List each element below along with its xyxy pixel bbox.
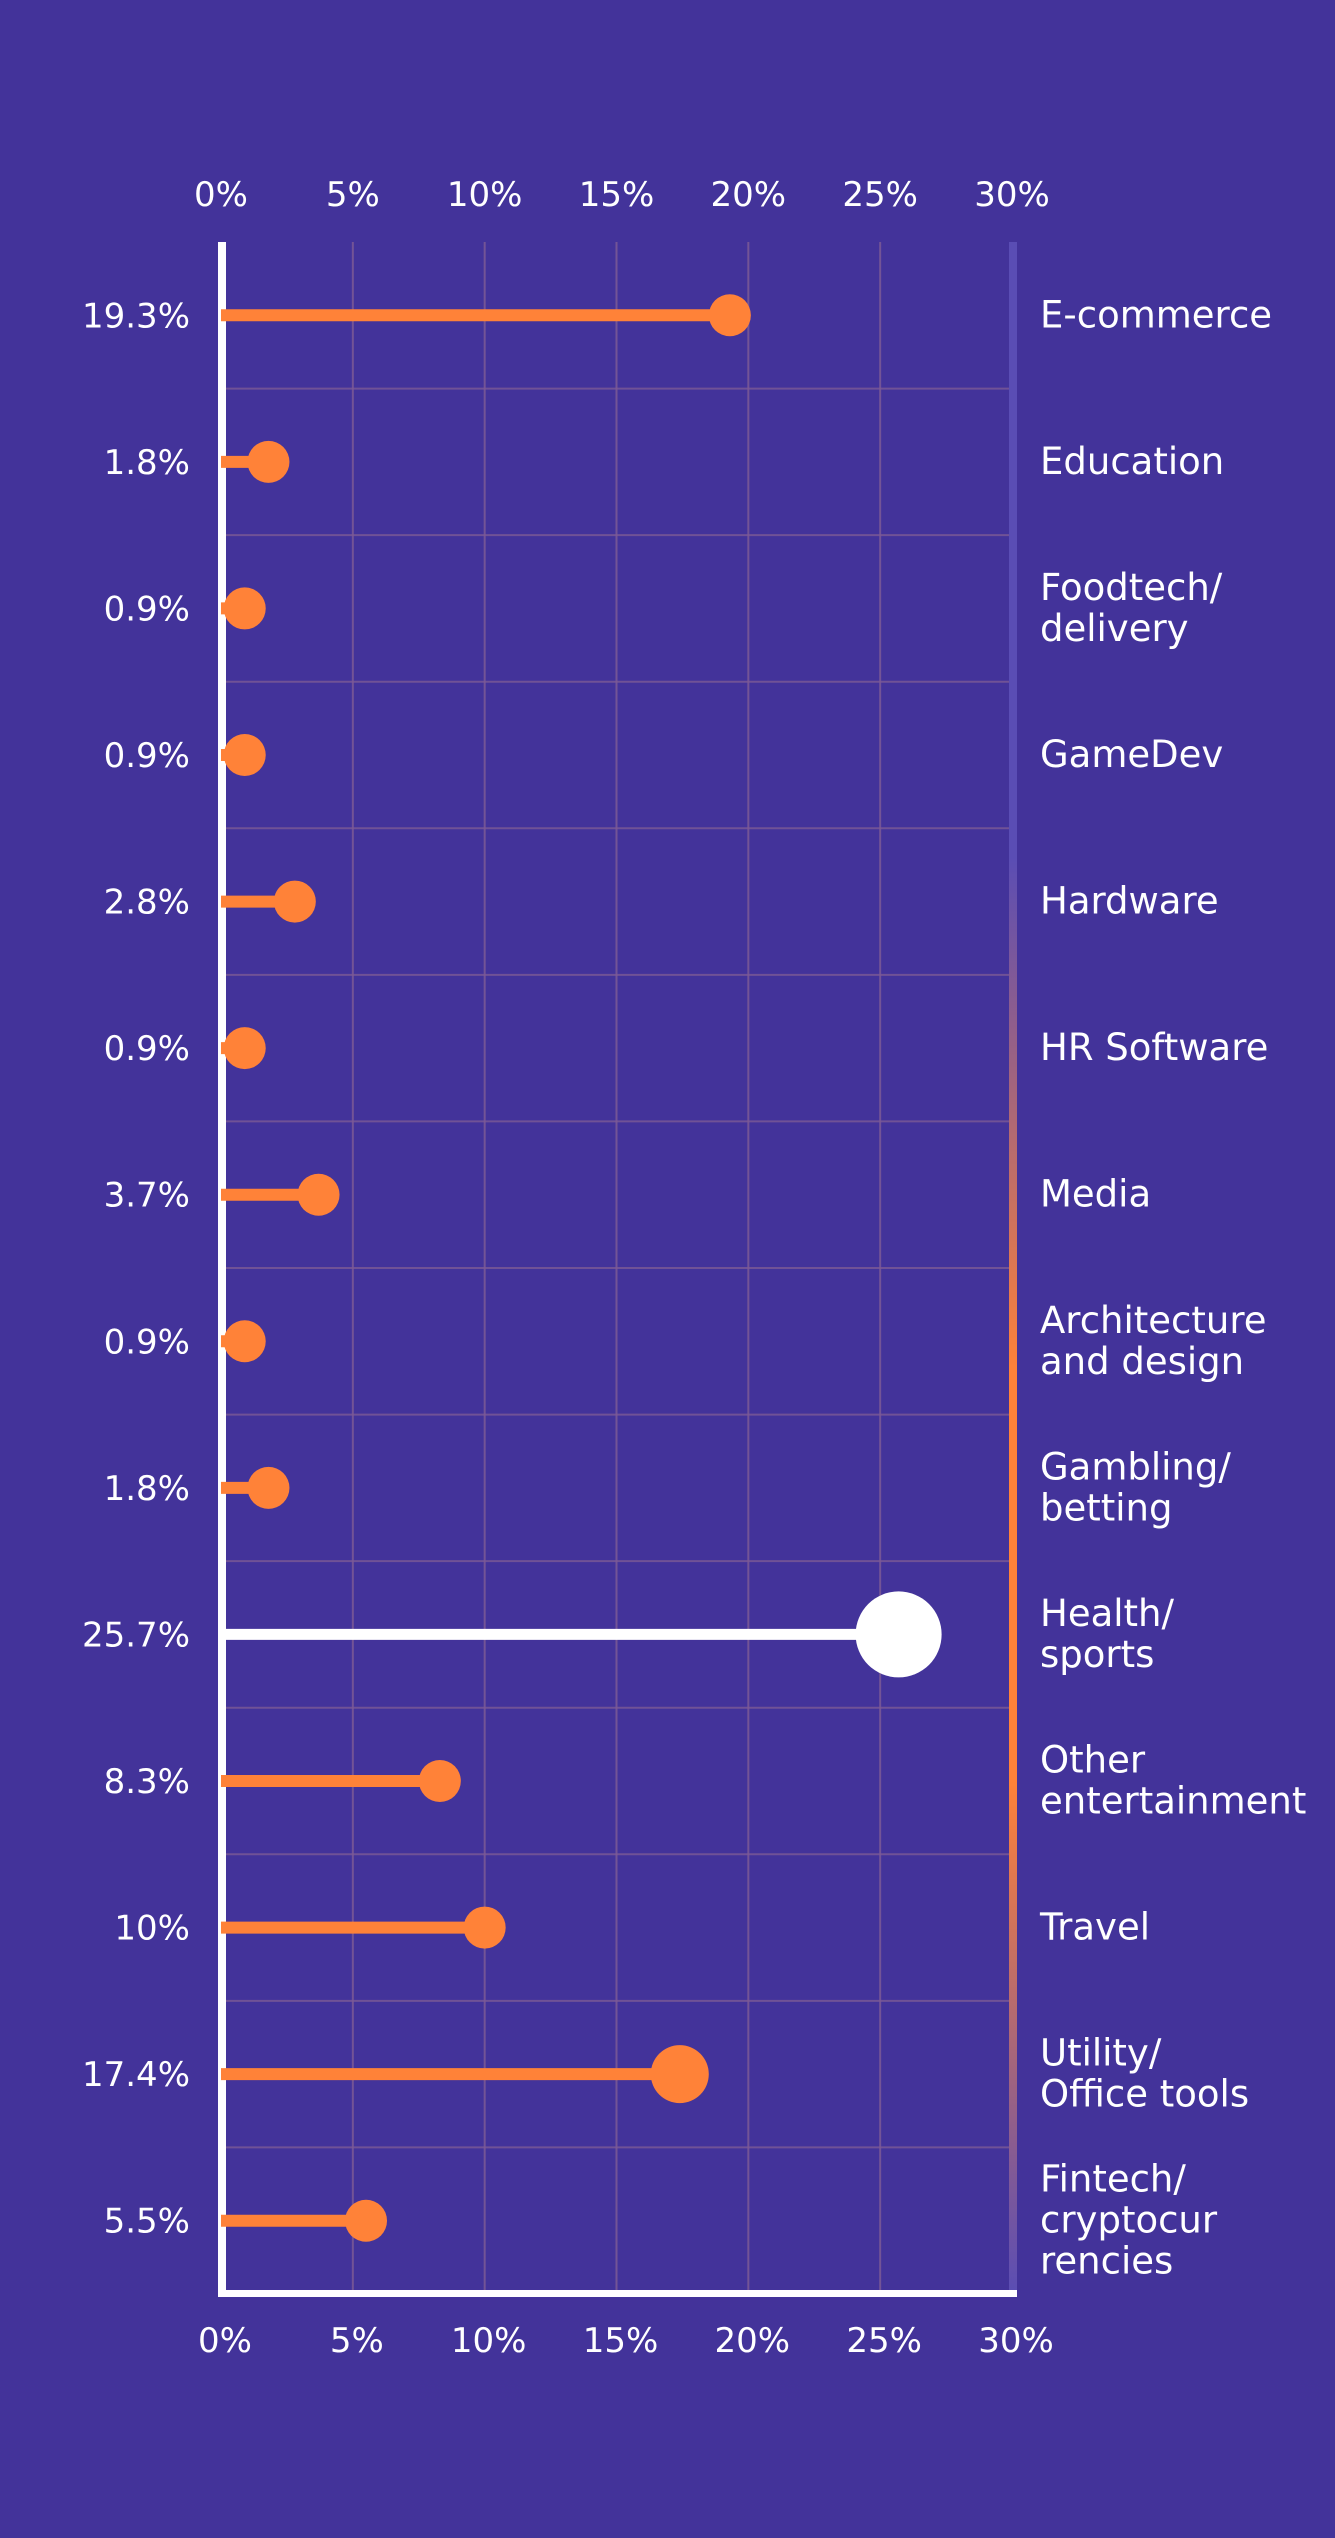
value-label: 0.9%: [104, 1322, 190, 1362]
lollipop-dot: [463, 1906, 506, 1949]
category-label-line: Other: [1040, 1739, 1146, 1782]
lollipop-dot: [708, 294, 751, 337]
category-label-line: and design: [1040, 1340, 1244, 1383]
category-label-line: HR Software: [1040, 1026, 1268, 1069]
category-label-line: Office tools: [1040, 2073, 1249, 2116]
category-label-line: E-commerce: [1040, 293, 1272, 336]
category-label: E-commerce: [1040, 293, 1272, 336]
lollipop-dot: [650, 2045, 709, 2104]
x-tick-label-bottom: 20%: [715, 2321, 791, 2361]
category-label-line: Fintech/: [1040, 2158, 1186, 2201]
category-label: Foodtech/delivery: [1040, 566, 1223, 650]
lollipop-dot: [418, 1760, 461, 1802]
category-label-line: Media: [1040, 1173, 1151, 1216]
lollipop-dot: [297, 1173, 340, 1216]
category-label-line: Utility/: [1040, 2032, 1162, 2075]
category-label-line: delivery: [1040, 607, 1189, 650]
x-tick-label-bottom: 5%: [330, 2321, 384, 2361]
category-label: GameDev: [1040, 733, 1223, 776]
value-label: 8.3%: [104, 1762, 190, 1802]
category-label-line: entertainment: [1040, 1780, 1306, 1823]
lollipop-dot: [273, 880, 316, 923]
x-tick-label-bottom: 0%: [198, 2321, 252, 2361]
category-label-line: Foodtech/: [1040, 566, 1223, 609]
category-label: Health/sports: [1040, 1592, 1174, 1676]
category-label: Other entertainment: [1040, 1739, 1306, 1823]
value-label: 2.8%: [104, 883, 190, 923]
category-label-line: rencies: [1040, 2240, 1173, 2283]
category-label-line: cryptocur: [1040, 2199, 1218, 2242]
x-tick-label-top: 25%: [842, 175, 918, 215]
x-tick-labels: 0% 0% 5% 5% 10% 10% 15% 15% 20% 20% 25% 25% 30% 30%: [194, 175, 1054, 2361]
category-label: Education: [1040, 440, 1224, 483]
lollipop-dot: [855, 1591, 942, 1678]
category-labels: E-commerce Education Foodtech/delivery Game…: [1039, 293, 1306, 2282]
value-label: 0.9%: [104, 1029, 190, 1069]
category-label: Utility/Office tools: [1040, 2032, 1249, 2116]
x-tick-label-bottom: 10%: [451, 2321, 527, 2361]
category-label-line: GameDev: [1040, 733, 1223, 776]
lollipop-dot: [345, 2199, 388, 2242]
category-label-line: Health/: [1040, 1592, 1174, 1635]
right-boundary-bar: [1009, 242, 1017, 2294]
x-axis-line-bottom: [218, 2290, 1017, 2297]
category-label-line: Architecture: [1040, 1299, 1267, 1342]
category-label-line: Education: [1040, 440, 1224, 483]
x-tick-label-top: 10%: [447, 175, 523, 215]
category-label: Travel: [1039, 1906, 1150, 1949]
y-axis-line: [218, 242, 226, 2294]
category-label-line: Hardware: [1040, 880, 1219, 923]
value-label: 3.7%: [104, 1176, 190, 1216]
category-label: Hardware: [1040, 880, 1219, 923]
value-label: 5.5%: [104, 2202, 190, 2242]
lollipop-dot: [223, 587, 266, 630]
lollipop-dot: [223, 734, 266, 776]
x-tick-label-top: 0%: [194, 175, 248, 215]
value-label: 10%: [114, 1909, 190, 1949]
x-tick-label-bottom: 15%: [583, 2321, 659, 2361]
lollipop-dot: [247, 440, 290, 483]
category-label-line: betting: [1040, 1486, 1172, 1529]
category-label: Fintech/cryptocur rencies: [1040, 2158, 1218, 2283]
category-label: HR Software: [1040, 1026, 1268, 1069]
x-tick-label-bottom: 30%: [978, 2321, 1054, 2361]
category-label: Gambling/betting: [1040, 1445, 1231, 1529]
value-label: 25.7%: [82, 1615, 190, 1655]
x-tick-label-top: 20%: [711, 175, 787, 215]
lollipop-dots: [223, 294, 942, 2242]
lollipop-dot: [223, 1320, 266, 1363]
value-label: 0.9%: [104, 736, 190, 776]
lollipop-stems: [221, 309, 899, 2227]
axes: [218, 242, 1017, 2297]
value-label: 0.9%: [104, 589, 190, 629]
category-label: Media: [1040, 1173, 1151, 1216]
grid: [221, 242, 1012, 2294]
x-tick-label-top: 30%: [974, 175, 1050, 215]
x-tick-label-top: 15%: [579, 175, 655, 215]
value-labels: 19.3% 1.8% 0.9% 0.9% 2.8% 0.9% 3.7% 0.9% 1.8% 25.…: [82, 296, 190, 2241]
value-label: 17.4%: [82, 2055, 190, 2095]
x-tick-label-top: 5%: [326, 175, 380, 215]
value-label: 19.3%: [82, 296, 190, 336]
value-label: 1.8%: [104, 443, 190, 483]
category-label-line: sports: [1040, 1633, 1154, 1676]
value-label: 1.8%: [104, 1469, 190, 1509]
category-label: Architecture and design: [1040, 1299, 1267, 1383]
lollipop-dot: [247, 1466, 290, 1509]
x-tick-label-bottom: 25%: [846, 2321, 922, 2361]
category-label-line: Travel: [1039, 1906, 1150, 1949]
category-label-line: Gambling/: [1040, 1445, 1231, 1488]
lollipop-dot: [223, 1027, 266, 1070]
